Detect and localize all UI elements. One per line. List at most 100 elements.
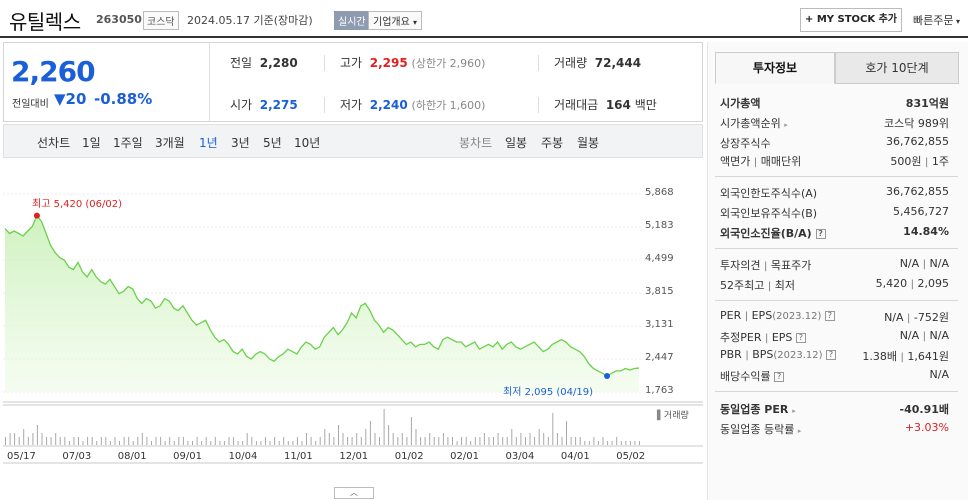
volume-bar xyxy=(306,433,307,445)
add-mystock-button[interactable]: + MY STOCK 추가 xyxy=(800,8,902,32)
opinion-value: N/A xyxy=(899,257,920,270)
volume-legend-swatch-icon: ▌ xyxy=(657,411,664,421)
price-chart-svg xyxy=(3,193,703,464)
volume-bar xyxy=(461,437,463,445)
help-icon[interactable]: ? xyxy=(774,372,785,382)
dividend-label: 배당수익률 xyxy=(720,370,771,383)
price-change-pct: -0.88% xyxy=(94,90,153,108)
tab-5y[interactable]: 5년 xyxy=(263,136,282,150)
volume-bar xyxy=(109,441,111,445)
tab-orderbook[interactable]: 호가 10단계 xyxy=(835,52,959,84)
tab-1w[interactable]: 1주일 xyxy=(113,136,143,150)
volume-bar xyxy=(146,437,148,445)
help-icon[interactable]: ? xyxy=(824,311,835,321)
volume-bar xyxy=(141,433,143,445)
chart-expand-button[interactable]: ︿ xyxy=(334,487,374,499)
volume-bar xyxy=(406,437,408,445)
industry-per-row[interactable]: 동일업종 PER ▸ -40.91배 xyxy=(720,401,949,417)
volume-bar xyxy=(529,433,531,445)
divider xyxy=(324,97,325,113)
help-icon[interactable]: ? xyxy=(815,229,826,239)
volume-bar xyxy=(415,429,417,445)
industry-change-row[interactable]: 동일업종 등락률 ▸ +3.03% xyxy=(720,421,949,437)
y-tick-label: 5,868 xyxy=(645,187,674,198)
volume-bar xyxy=(182,437,184,445)
chevron-right-icon: ▸ xyxy=(784,121,788,129)
volume-value: 72,444 xyxy=(594,56,642,70)
tab-daily[interactable]: 일봉 xyxy=(505,136,528,150)
volume-bar xyxy=(561,437,563,445)
volume-bar xyxy=(511,429,513,445)
volume-bar xyxy=(493,437,494,445)
volume-bar xyxy=(242,441,244,445)
volume-bar xyxy=(324,429,326,445)
tab-3y[interactable]: 3년 xyxy=(231,136,250,150)
pbr-values: 1.38배 | 1,641원 xyxy=(862,350,949,363)
volume-bar xyxy=(59,437,61,445)
volume-bar xyxy=(292,441,294,445)
tab-1d[interactable]: 1일 xyxy=(82,136,101,150)
volume-bar xyxy=(570,437,572,445)
volume-bar xyxy=(488,437,490,445)
volume-bar xyxy=(442,433,444,445)
volume-bar xyxy=(27,437,29,445)
realtime-badge[interactable]: 실시간 xyxy=(334,11,370,30)
tab-weekly[interactable]: 주봉 xyxy=(541,136,564,150)
foreign-limit-label: 외국인한도주식수(A) xyxy=(720,187,818,200)
tab-1y[interactable]: 1년 xyxy=(199,136,218,150)
foreign-ratio-row: 외국인소진율(B/A) ? 14.84% xyxy=(720,225,949,241)
tab-monthly[interactable]: 월봉 xyxy=(577,136,600,150)
foreign-ratio-value: 14.84% xyxy=(903,225,949,238)
volume-bar xyxy=(629,441,631,445)
volume-bar xyxy=(14,433,16,445)
volume-bar xyxy=(534,437,536,445)
pbr-row: PBR | BPS(2023.12) ? 1.38배 | 1,641원 xyxy=(720,348,949,363)
volume-bar xyxy=(379,437,380,445)
volume-bar xyxy=(538,429,540,445)
y-tick-label: 3,815 xyxy=(645,286,674,298)
divider xyxy=(715,176,958,177)
company-overview-dropdown[interactable]: 기업개요 ▾ xyxy=(368,11,423,30)
tab-3m[interactable]: 3개월 xyxy=(155,136,185,150)
price-chart[interactable]: 5,868 5,183 4,499 3,815 3,131 2,447 1,763 05/1… xyxy=(3,160,703,500)
help-icon[interactable]: ? xyxy=(795,333,806,343)
prev-close: 전일 2,280 xyxy=(230,54,298,71)
volume-bar xyxy=(369,421,371,445)
volume-bar xyxy=(296,437,298,445)
volume-bar xyxy=(607,441,609,445)
market-cap-rank-row[interactable]: 시가총액순위 ▸ 코스닥 989위 xyxy=(720,115,949,131)
y-tick-label: 4,499 xyxy=(645,253,674,265)
volume-bar xyxy=(160,437,162,445)
volume-bar xyxy=(520,433,522,445)
bps-label: BPS xyxy=(752,348,774,361)
tab-10y[interactable]: 10년 xyxy=(294,136,321,150)
volume-bar xyxy=(233,437,235,445)
chevron-down-icon: ▾ xyxy=(953,17,961,26)
est-per-values: N/A | N/A xyxy=(899,329,949,342)
target-label: 목표주가 xyxy=(770,259,812,272)
foreign-ratio-label: 외국인소진율(B/A) xyxy=(720,227,812,240)
low-marker xyxy=(604,372,611,379)
est-per-value: N/A xyxy=(899,329,920,342)
wk52-high-label: 52주최고 xyxy=(720,279,765,292)
volume-bar xyxy=(283,437,285,445)
x-tick-label: 05/02 xyxy=(616,451,646,462)
volume-bar xyxy=(96,441,98,445)
low-value: 2,240 xyxy=(369,98,408,112)
volume-bar xyxy=(219,441,221,445)
high-label: 고가 xyxy=(340,56,363,70)
volume-bar xyxy=(50,437,52,445)
volume-bar xyxy=(23,429,25,445)
stock-header: 유틸렉스 263050 코스닥 2024.05.17 기준(장마감) 실시간 기… xyxy=(0,0,968,38)
market-cap-rank-label: 시가총액순위 xyxy=(720,117,781,130)
per-row: PER | EPS(2023.12) ? N/A | -752원 xyxy=(720,309,949,324)
market-cap-rank-value: 코스닥 989위 xyxy=(884,117,949,130)
stock-name: 유틸렉스 xyxy=(9,10,81,34)
quick-order-button[interactable]: 빠른주문 ▾ xyxy=(913,12,960,28)
volume-bar xyxy=(278,441,280,445)
x-tick-label: 12/01 xyxy=(339,451,369,462)
volume-bar xyxy=(319,437,321,445)
help-icon[interactable]: ? xyxy=(826,350,837,360)
x-tick-label: 01/02 xyxy=(394,451,424,462)
tab-investment-info[interactable]: 투자정보 xyxy=(715,52,835,84)
